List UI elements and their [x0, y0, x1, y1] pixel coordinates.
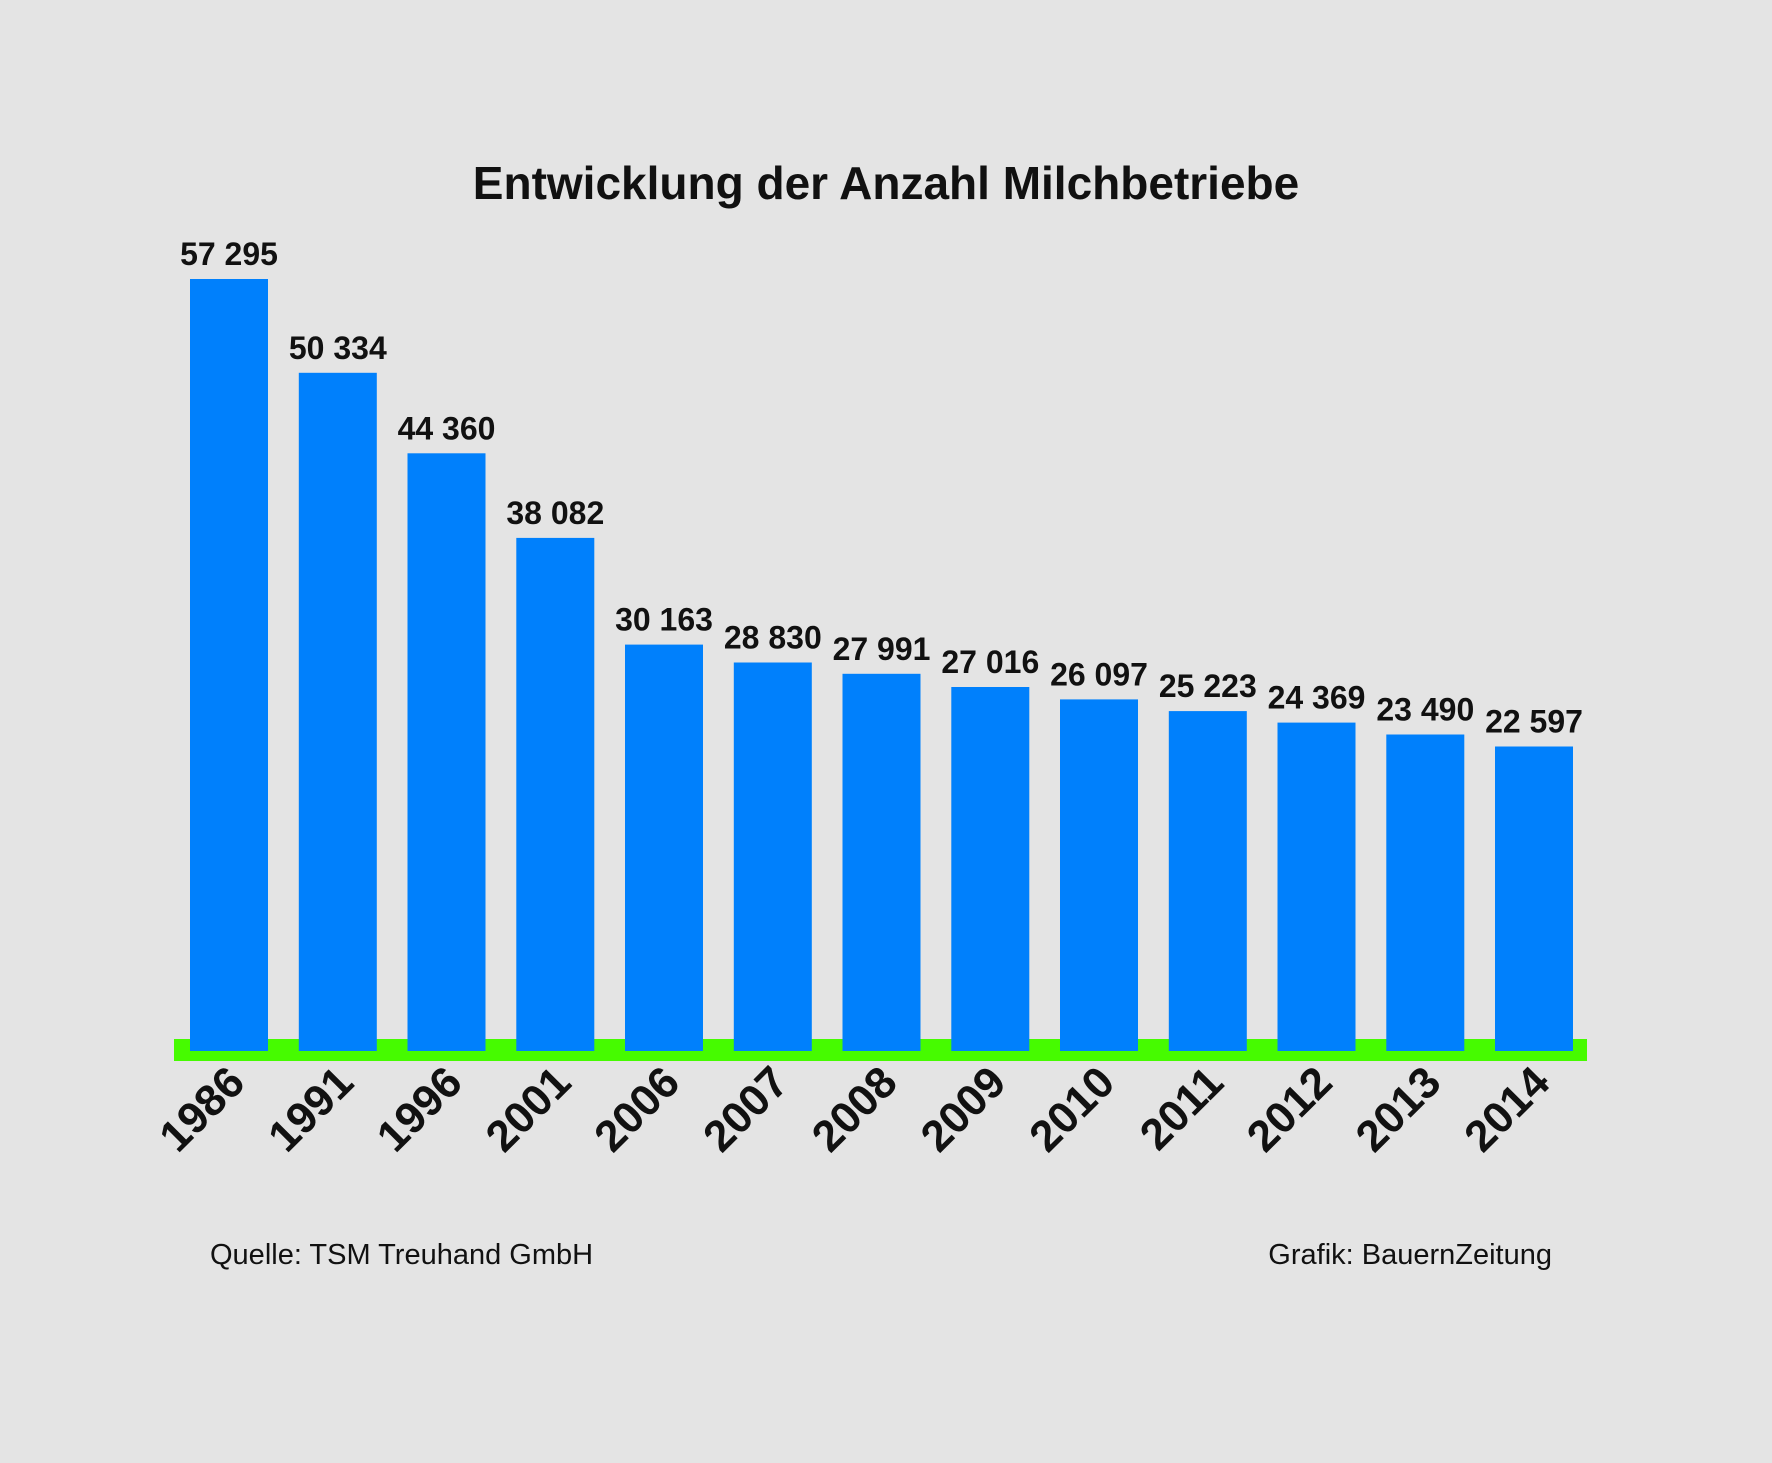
bar-1996 — [407, 453, 486, 1051]
bar-2012 — [1277, 722, 1356, 1051]
bar-2001 — [516, 537, 595, 1051]
value-label-2008: 27 991 — [833, 631, 931, 667]
value-label-2009: 27 016 — [941, 644, 1039, 680]
value-label-2007: 28 830 — [724, 620, 822, 656]
value-label-2014: 22 597 — [1485, 704, 1583, 740]
value-label-2001: 38 082 — [506, 495, 604, 531]
bar-2010 — [1060, 699, 1138, 1051]
bar-2009 — [951, 687, 1030, 1051]
value-labels-group: 57 295 50 334 44 360 38 082 30 163 28 830 27 9… — [180, 236, 1583, 740]
bar-2011 — [1168, 711, 1247, 1051]
bar-2007 — [733, 662, 812, 1051]
value-label-2012: 24 369 — [1268, 680, 1366, 716]
value-label-2011: 25 223 — [1159, 668, 1257, 704]
value-label-2006: 30 163 — [615, 602, 713, 638]
value-label-2010: 26 097 — [1050, 656, 1148, 692]
bar-2014 — [1495, 746, 1573, 1051]
bars-group — [190, 279, 1573, 1051]
value-label-1986: 57 295 — [180, 236, 278, 272]
bar-2013 — [1386, 734, 1465, 1051]
source-note: Quelle: TSM Treuhand GmbH — [210, 1239, 593, 1271]
value-label-1991: 50 334 — [289, 330, 387, 366]
bar-1991 — [298, 372, 377, 1051]
value-label-1996: 44 360 — [398, 410, 496, 446]
bar-1986 — [190, 279, 268, 1051]
bar-2008 — [842, 673, 921, 1051]
value-label-2013: 23 490 — [1376, 692, 1474, 728]
chart-title: Entwicklung der Anzahl Milchbetriebe — [473, 157, 1299, 209]
bar-2006 — [625, 644, 703, 1051]
credit-note: Grafik: BauernZeitung — [1268, 1239, 1552, 1271]
